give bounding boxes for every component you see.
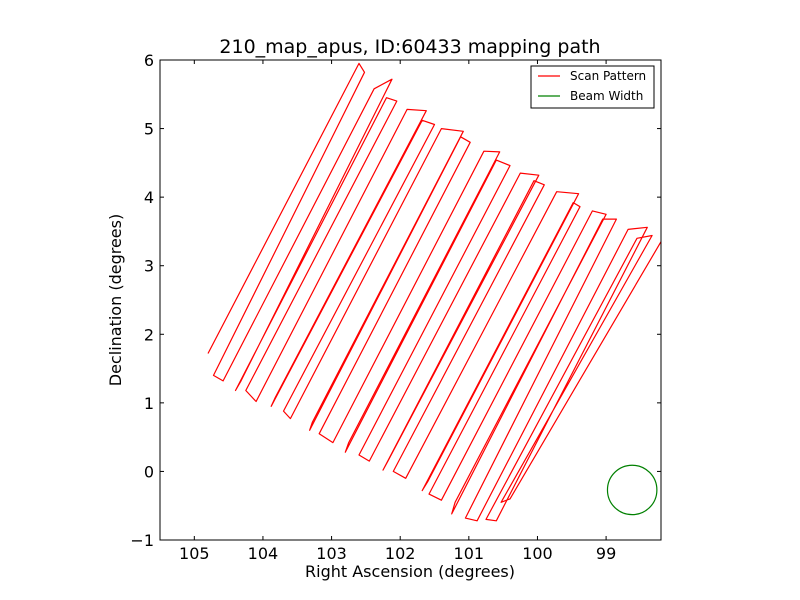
y-tick-label: 3 <box>144 257 154 276</box>
legend: Scan Pattern Beam Width <box>530 65 655 109</box>
y-tick-label: 5 <box>144 120 154 139</box>
y-tick-label: 1 <box>144 394 154 413</box>
x-axis: 105 104 103 102 101 100 99 <box>179 60 616 563</box>
x-tick-label: 105 <box>179 544 210 563</box>
y-axis: −1 0 1 2 3 4 5 6 <box>130 51 661 550</box>
y-axis-label: Declination (degrees) <box>106 214 125 386</box>
x-tick-label: 103 <box>316 544 347 563</box>
y-tick-label: 2 <box>144 325 154 344</box>
x-tick-label: 104 <box>248 544 279 563</box>
plot-area <box>207 62 661 522</box>
chart-title: 210_map_apus, ID:60433 mapping path <box>219 36 600 58</box>
scan-pattern-line <box>207 62 661 522</box>
y-tick-label: 0 <box>144 462 154 481</box>
x-axis-label: Right Ascension (degrees) <box>305 562 515 581</box>
y-tick-label: −1 <box>130 531 154 550</box>
x-tick-label: 101 <box>454 544 485 563</box>
legend-label-scan-pattern: Scan Pattern <box>570 69 646 83</box>
x-tick-label: 99 <box>596 544 616 563</box>
x-tick-label: 100 <box>522 544 553 563</box>
beam-width-circle <box>606 464 658 516</box>
legend-box <box>530 65 655 109</box>
legend-label-beam-width: Beam Width <box>570 89 643 103</box>
y-tick-label: 4 <box>144 188 154 207</box>
x-tick-label: 102 <box>385 544 416 563</box>
y-tick-label: 6 <box>144 51 154 70</box>
plot-frame <box>159 59 662 541</box>
